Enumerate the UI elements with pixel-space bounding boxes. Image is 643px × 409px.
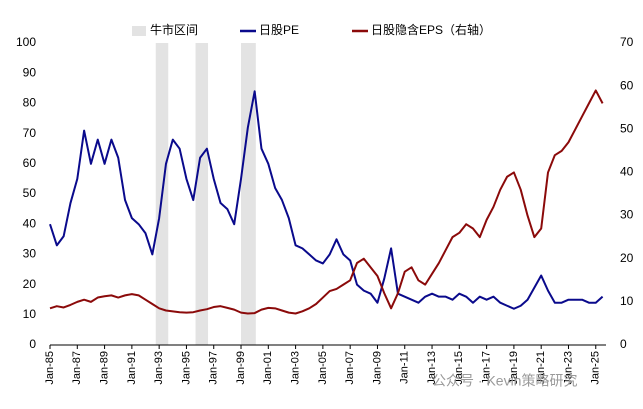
x-tick-label: Jan-25: [590, 351, 602, 385]
x-tick-label: Jan-03: [290, 351, 302, 385]
y-tick-label: 30: [23, 247, 37, 261]
y-tick-label: 100: [16, 35, 36, 49]
y2-tick-label: 30: [620, 208, 634, 222]
x-tick-label: Jan-19: [508, 351, 520, 385]
x-tick-label: Jan-09: [371, 351, 383, 385]
x-tick-label: Jan-87: [71, 351, 83, 385]
legend-swatch: [132, 26, 146, 36]
x-tick-label: Jan-21: [535, 351, 547, 385]
x-tick-label: Jan-91: [126, 351, 138, 385]
series-line: [49, 89, 604, 315]
x-tick-label: Jan-01: [262, 351, 274, 385]
x-tick-label: Jan-23: [562, 351, 574, 385]
legend-label: 日股隐含EPS（右轴）: [371, 22, 491, 37]
x-tick-label: Jan-15: [453, 351, 465, 385]
x-tick-label: Jan-05: [317, 351, 329, 385]
series-line: [49, 90, 604, 310]
y-tick-label: 60: [23, 156, 37, 170]
y-tick-label: 90: [23, 65, 37, 79]
x-tick-label: Jan-97: [208, 351, 220, 385]
x-tick-label: Jan-13: [426, 351, 438, 385]
x-tick-label: Jan-95: [180, 351, 192, 385]
bull-region: [241, 43, 256, 345]
y-tick-label: 40: [23, 216, 37, 230]
legend-label: 牛市区间: [150, 22, 198, 37]
x-tick-label: Jan-99: [235, 351, 247, 385]
y2-tick-label: 60: [620, 78, 634, 92]
x-tick-label: Jan-93: [153, 351, 165, 385]
watermark: 公众号 · Kevin策略研究: [432, 373, 577, 389]
x-tick-label: Jan-07: [344, 351, 356, 385]
x-tick-label: Jan-17: [481, 351, 493, 385]
x-tick-label: Jan-85: [44, 351, 56, 385]
y-tick-label: 20: [23, 277, 37, 291]
y2-tick-label: 10: [620, 294, 634, 308]
y-tick-label: 50: [23, 186, 37, 200]
y2-tick-label: 0: [620, 337, 627, 351]
y-tick-label: 10: [23, 307, 37, 321]
y2-tick-label: 40: [620, 165, 634, 179]
y-tick-label: 0: [29, 337, 36, 351]
y2-tick-label: 70: [620, 35, 634, 49]
y2-tick-label: 50: [620, 121, 634, 135]
x-tick-label: Jan-89: [98, 351, 110, 385]
y2-tick-label: 20: [620, 251, 634, 265]
bull-region: [195, 43, 209, 345]
y-tick-label: 70: [23, 126, 37, 140]
x-tick-label: Jan-11: [399, 351, 411, 384]
legend-label: 日股PE: [259, 23, 299, 37]
y-tick-label: 80: [23, 96, 37, 110]
